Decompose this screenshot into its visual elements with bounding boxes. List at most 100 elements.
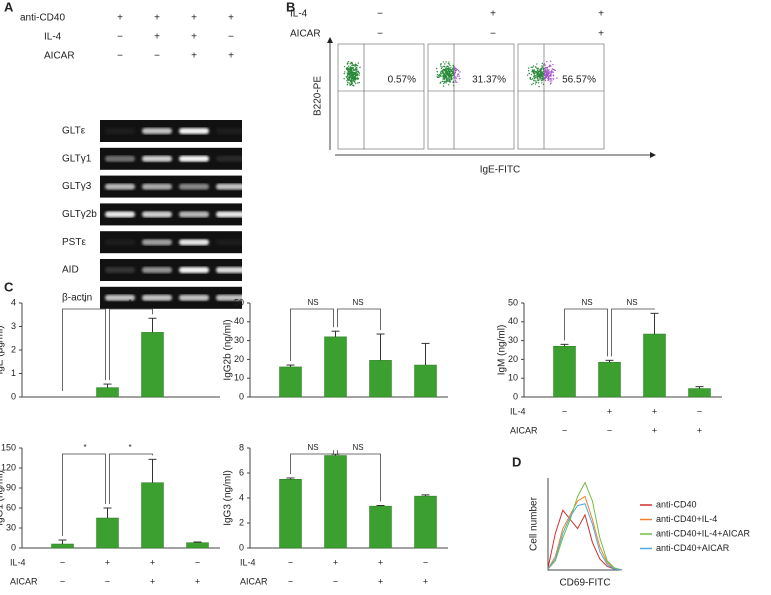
- condition-sign: −: [333, 576, 338, 586]
- flow-event: [453, 66, 455, 68]
- flow-event: [355, 71, 358, 73]
- condition-label: IL-4: [10, 557, 26, 567]
- flow-event: [445, 82, 447, 84]
- flow-event: [540, 67, 543, 70]
- condition-label: IL-4: [240, 557, 256, 567]
- gel-band: [142, 183, 172, 190]
- flow-event: [356, 64, 359, 67]
- condition-sign: −: [60, 557, 65, 567]
- flow-event: [346, 62, 349, 64]
- flow-event: [448, 69, 450, 71]
- flow-event: [454, 67, 456, 70]
- significance-bracket: [109, 308, 153, 381]
- flow-event: [458, 75, 460, 77]
- flow-event: [347, 60, 350, 63]
- flow-event: [352, 72, 355, 75]
- flow-event: [537, 75, 539, 78]
- condition-sign: +: [191, 51, 197, 62]
- flow-event: [451, 72, 453, 75]
- flow-event: [349, 82, 351, 84]
- flow-event: [353, 76, 355, 78]
- flow-event: [548, 78, 550, 80]
- flow-event: [456, 69, 459, 71]
- flow-event: [359, 66, 361, 69]
- flow-event: [549, 73, 552, 75]
- significance-label: *: [128, 443, 131, 452]
- flow-event: [537, 82, 540, 84]
- flow-event: [453, 69, 456, 71]
- flow-event: [540, 69, 542, 71]
- flow-event: [345, 68, 348, 70]
- condition-label: AICAR: [10, 576, 38, 586]
- significance-bracket: [62, 308, 106, 391]
- gel-band: [216, 294, 246, 301]
- flow-event: [534, 77, 537, 79]
- y-axis-label: Cell number: [529, 496, 540, 551]
- flow-x-label: IgE-FITC: [480, 165, 521, 176]
- y-tick-label: 40: [508, 316, 518, 326]
- flow-event: [531, 71, 533, 73]
- error-bar: [376, 505, 385, 507]
- flow-event: [532, 82, 534, 85]
- flow-y-label: B220-PE: [313, 76, 324, 116]
- y-tick-label: 0: [11, 391, 16, 401]
- flow-event: [451, 74, 454, 77]
- y-tick-label: 20: [234, 354, 244, 364]
- error-bar: [560, 343, 569, 347]
- flow-event: [447, 77, 449, 79]
- flow-event: [542, 83, 545, 86]
- flow-event: [442, 68, 444, 71]
- flow-event: [545, 76, 547, 78]
- flow-event: [545, 75, 547, 77]
- significance-bracket: [564, 308, 608, 357]
- flow-event: [451, 68, 454, 70]
- plot-frame: [547, 478, 622, 571]
- gel-band: [105, 155, 135, 162]
- flow-event: [444, 80, 447, 82]
- flow-event: [550, 82, 552, 84]
- flow-event: [454, 79, 457, 81]
- condition-sign: −: [562, 406, 567, 416]
- error-bar: [286, 477, 295, 480]
- flow-event: [533, 79, 535, 81]
- flow-event: [355, 73, 358, 75]
- x-axis-label: CD69-FITC: [559, 578, 610, 589]
- flow-event: [536, 72, 539, 75]
- flow-event: [350, 76, 352, 78]
- bar: [324, 455, 347, 549]
- gel-band: [179, 183, 209, 190]
- flow-event: [449, 64, 451, 67]
- bar: [553, 345, 576, 398]
- flow-event: [531, 66, 534, 68]
- condition-sign: +: [105, 557, 110, 567]
- bar: [279, 479, 302, 549]
- flow-event: [350, 81, 353, 83]
- gel-row-label: GLTε: [62, 126, 86, 137]
- condition-sign: −: [490, 29, 496, 40]
- flow-event: [548, 76, 550, 78]
- flow-event: [356, 77, 359, 79]
- gel-band: [105, 239, 135, 246]
- flow-event: [348, 76, 350, 79]
- flow-event: [530, 78, 532, 81]
- flow-event: [346, 68, 349, 71]
- flow-event: [539, 74, 541, 76]
- flow-event: [546, 74, 549, 76]
- condition-sign: −: [423, 557, 428, 567]
- flow-event: [351, 68, 353, 70]
- flow-event: [531, 83, 533, 86]
- flow-event: [545, 66, 547, 69]
- flow-event: [348, 73, 351, 75]
- error-bar: [148, 458, 157, 483]
- significance-bracket: [611, 308, 655, 357]
- flow-event: [344, 71, 346, 73]
- flow-event: [527, 67, 530, 69]
- flow-event: [452, 70, 455, 73]
- flow-event: [350, 74, 352, 77]
- gel-band: [105, 128, 135, 134]
- flow-event: [532, 72, 535, 74]
- condition-sign: +: [697, 425, 702, 435]
- significance-bracket: [62, 453, 106, 536]
- bar: [324, 336, 347, 398]
- significance-bracket: [337, 450, 381, 502]
